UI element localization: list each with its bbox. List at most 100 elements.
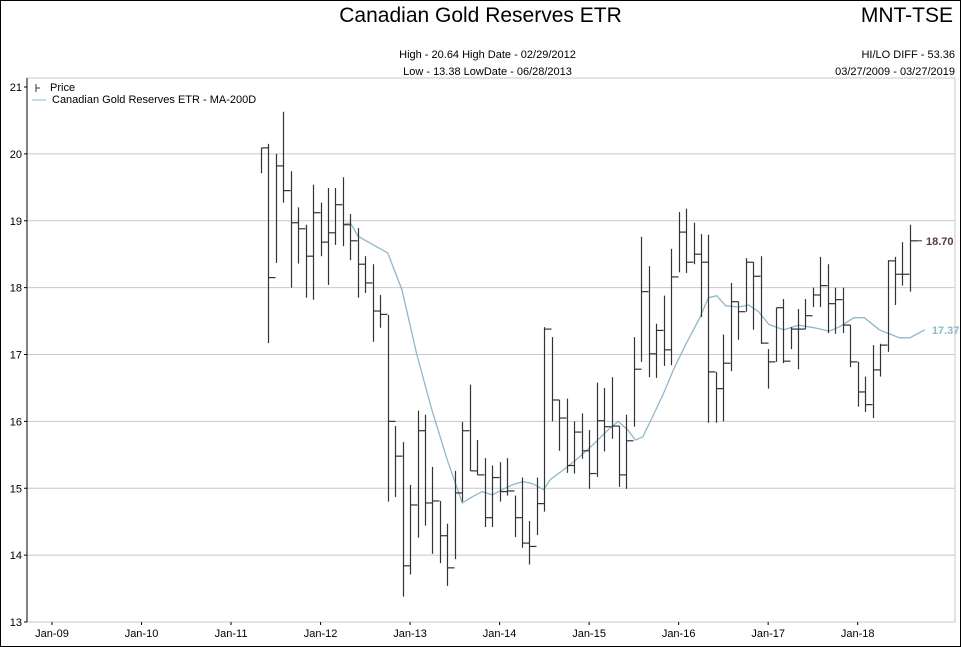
- x-tick-label: Jan-11: [215, 628, 248, 640]
- price-bar: [730, 282, 739, 372]
- price-bar: [640, 236, 649, 362]
- price-bar: [327, 187, 336, 285]
- price-bar: [260, 147, 269, 174]
- price-bar: [521, 477, 530, 548]
- price-bar: [887, 260, 896, 352]
- price-bar: [290, 171, 299, 288]
- price-bar: [297, 207, 306, 264]
- x-tick-label: Jan-10: [125, 628, 159, 640]
- price-bar: [476, 440, 485, 476]
- price-bar: [633, 337, 642, 427]
- low-stat: Low - 13.38 LowDate - 06/28/2013: [403, 66, 572, 78]
- y-tick-label: 18: [10, 283, 22, 295]
- price-bar: [603, 387, 612, 452]
- price-bar: [282, 111, 291, 203]
- price-bar: [625, 414, 634, 489]
- price-bar: [752, 262, 761, 330]
- price-bar: [909, 224, 918, 292]
- high-stat: High - 20.64 High Date - 02/29/2012: [399, 49, 576, 61]
- price-bar: [849, 325, 858, 368]
- price-bar: [349, 214, 358, 261]
- price-bar: [894, 256, 903, 306]
- price-bar: [827, 264, 836, 334]
- ticker-symbol: MNT-TSE: [860, 4, 953, 27]
- price-bar: [760, 256, 769, 344]
- price-bar: [394, 426, 403, 497]
- y-tick-label: 14: [10, 550, 22, 562]
- legend-label-price: Price: [50, 82, 76, 94]
- x-tick-label: Jan-17: [751, 628, 785, 640]
- price-bar: [663, 295, 672, 366]
- price-bar: [737, 301, 746, 340]
- price-bar: [499, 462, 508, 502]
- price-bar: [536, 477, 545, 536]
- price-bar: [469, 384, 478, 472]
- price-bar: [581, 413, 590, 459]
- price-bar: [267, 143, 276, 344]
- legend-label-ma: Canadian Gold Reserves ETR - MA-200D: [52, 94, 257, 106]
- line-icon: [32, 99, 46, 101]
- price-bar: [506, 458, 515, 496]
- price-bar: [790, 327, 799, 350]
- last-price-label: 18.70: [926, 236, 954, 248]
- price-bar: [372, 264, 381, 342]
- price-bar: [775, 307, 784, 362]
- price-bar: [693, 222, 702, 265]
- hilo-diff: HI/LO DIFF - 53.36: [861, 49, 955, 61]
- price-bar: [655, 323, 664, 378]
- price-bar: [618, 426, 627, 487]
- price-bar: [357, 228, 366, 298]
- x-tick-label: Jan-14: [483, 628, 517, 640]
- legend-item-price: Price: [32, 82, 256, 94]
- legend-item-ma: Canadian Gold Reserves ETR - MA-200D: [32, 94, 256, 106]
- price-bar: [334, 187, 343, 245]
- high-low-stats: High - 20.64 High Date - 02/29/2012 Low …: [395, 47, 580, 81]
- date-range: 03/27/2009 - 03/27/2019: [835, 66, 955, 78]
- price-bar: [797, 309, 806, 370]
- price-bar: [514, 495, 523, 538]
- price-bar: [596, 382, 605, 477]
- chart-title: Canadian Gold Reserves ETR: [339, 4, 622, 27]
- last-ma-label: 17.37: [932, 325, 960, 337]
- price-bar: [528, 521, 537, 565]
- price-bar: [320, 202, 329, 257]
- price-bar: [700, 234, 709, 318]
- price-bar: [417, 410, 426, 538]
- price-bar: [782, 298, 791, 364]
- y-tick-label: 13: [10, 617, 22, 629]
- price-bar: [491, 465, 500, 528]
- price-bar: [402, 442, 411, 597]
- y-tick-label: 17: [10, 350, 22, 362]
- price-bar: [648, 266, 657, 378]
- price-bar: [670, 248, 679, 366]
- price-bar: [439, 500, 448, 564]
- price-bar: [745, 258, 754, 312]
- price-bar: [446, 523, 455, 586]
- price-bar: [566, 398, 575, 473]
- price-bar: [842, 287, 851, 334]
- x-tick-label: Jan-09: [35, 628, 69, 640]
- plot-area: [26, 77, 956, 623]
- price-bar: [685, 208, 694, 273]
- price-bar: [707, 234, 716, 423]
- price-bar: [812, 287, 821, 308]
- price-bar: [275, 153, 284, 263]
- y-tick-label: 16: [10, 416, 22, 428]
- x-tick-label: Jan-13: [393, 628, 427, 640]
- price-bar: [678, 212, 687, 273]
- price-bar: [901, 242, 910, 286]
- price-bar: [543, 327, 552, 512]
- y-tick-label: 21: [10, 82, 22, 94]
- price-bar: [767, 349, 776, 389]
- price-bar: [484, 458, 493, 528]
- price-bar: [715, 371, 724, 423]
- x-tick-label: Jan-18: [841, 628, 875, 640]
- price-bar: [387, 315, 396, 502]
- price-bar: [558, 399, 567, 451]
- price-bar: [409, 484, 418, 575]
- price-bar: [864, 376, 873, 413]
- price-bar: [611, 377, 620, 439]
- price-bar: [857, 361, 866, 407]
- x-tick-label: Jan-15: [572, 628, 606, 640]
